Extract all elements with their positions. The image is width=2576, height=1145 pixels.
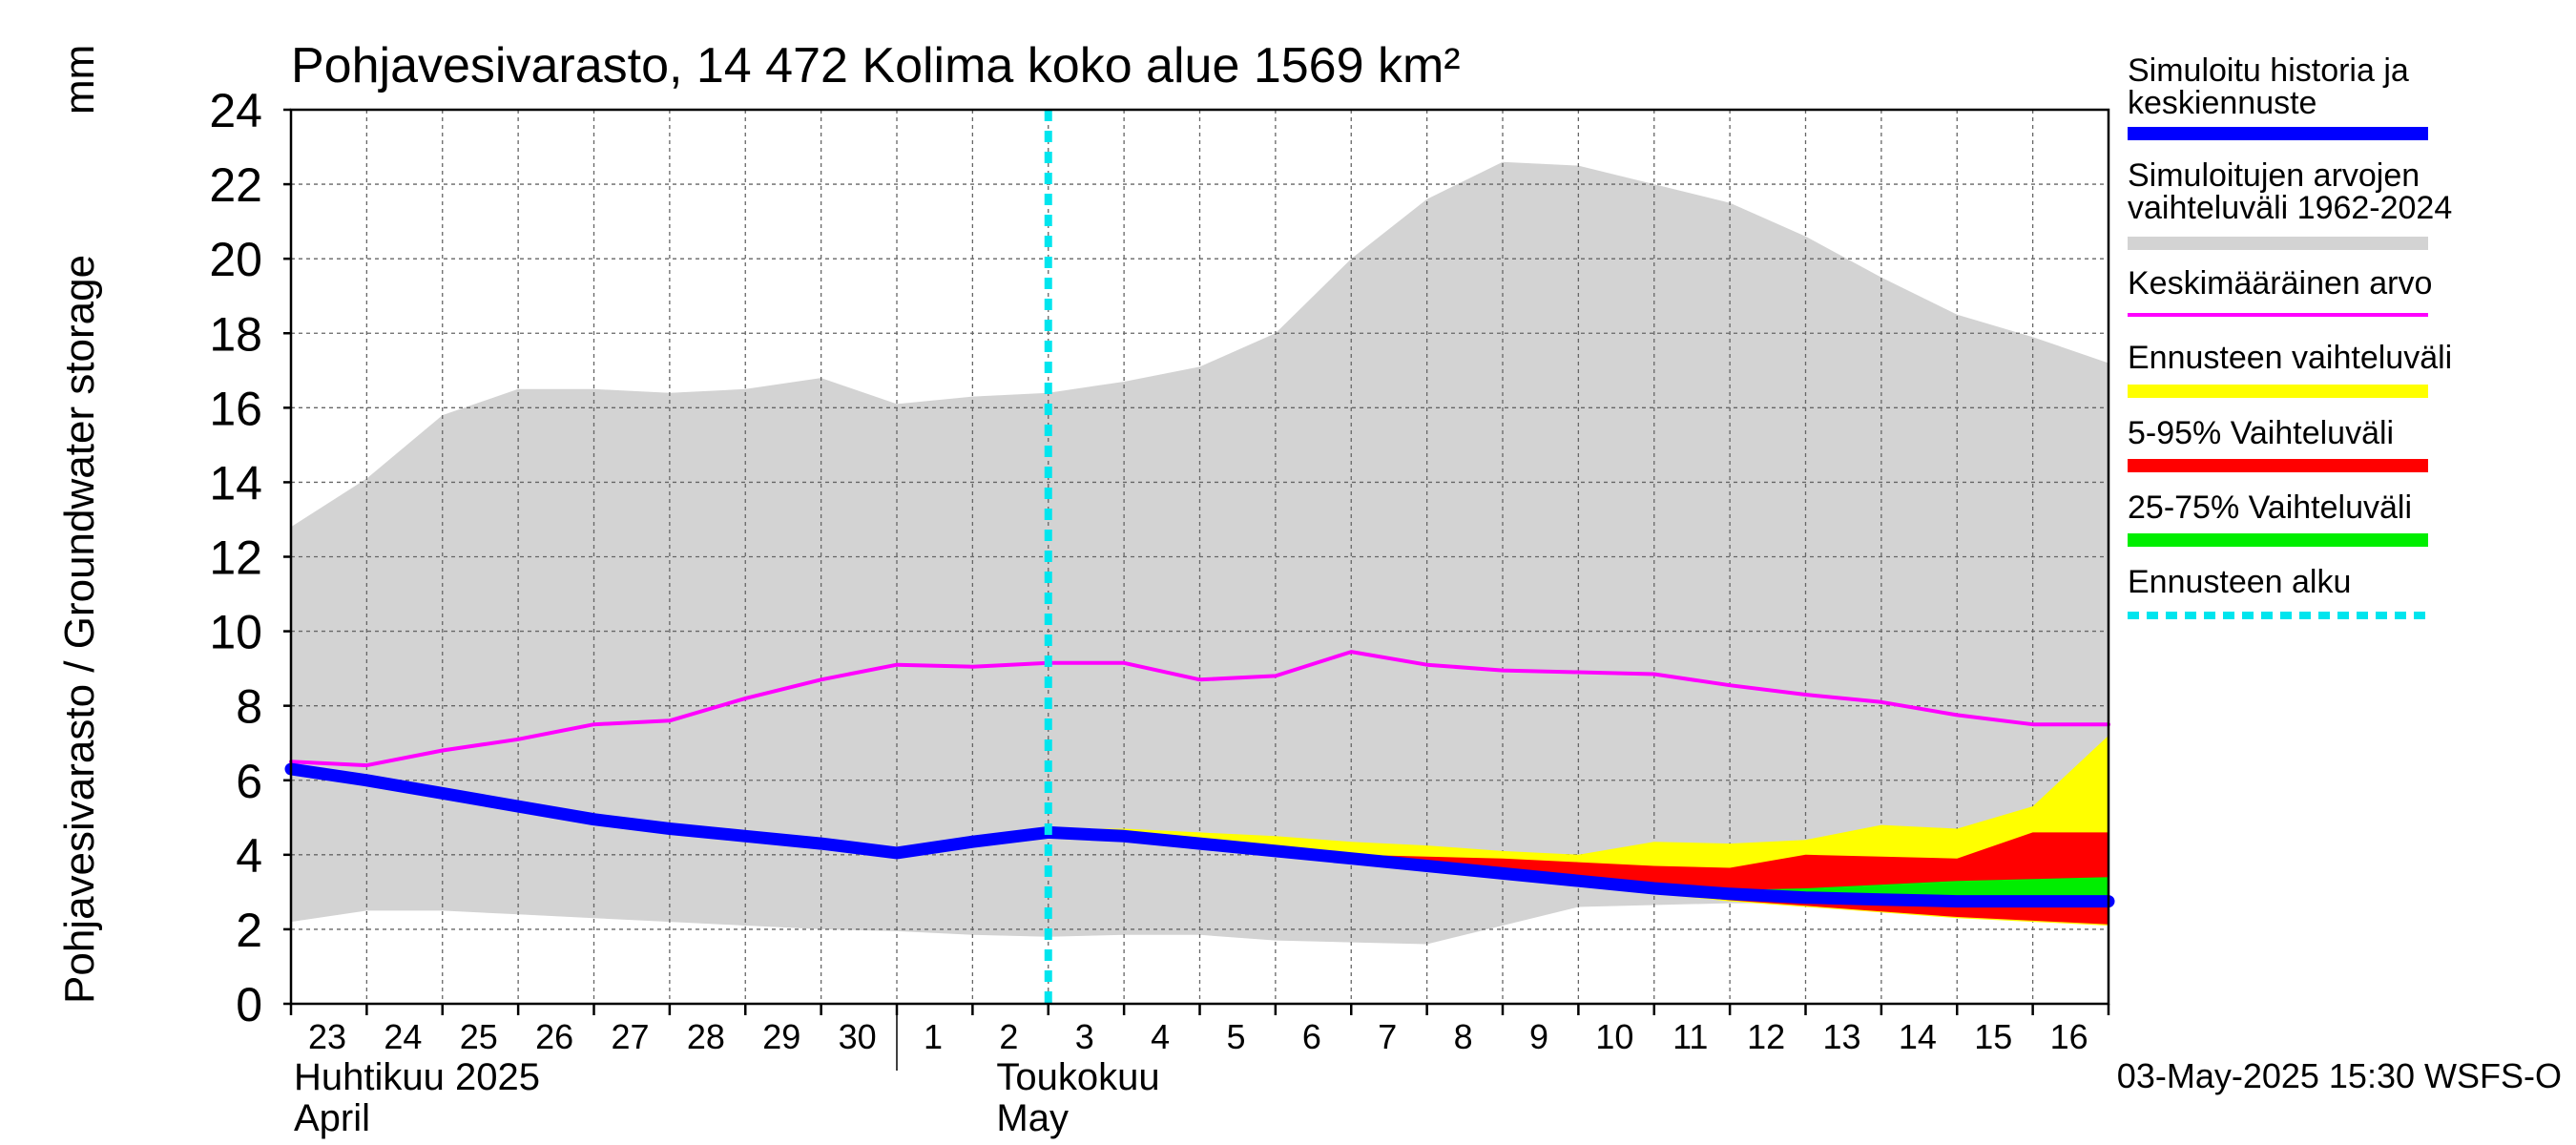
x-tick-label: 11 (1672, 1017, 1708, 1056)
x-tick-label: 8 (1454, 1017, 1473, 1056)
x-tick-label: 23 (308, 1017, 346, 1056)
y-tick-label: 14 (209, 456, 262, 510)
mean-line (289, 650, 2110, 768)
legend-label: 5-95% Vaihteluväli (2128, 415, 2394, 451)
x-tick-label: 16 (2050, 1017, 2088, 1056)
y-tick-label: 8 (236, 680, 262, 734)
x-tick-label: 7 (1378, 1017, 1397, 1056)
x-tick-label: 13 (1822, 1017, 1860, 1056)
legend-label: 25-75% Vaihteluväli (2128, 489, 2412, 526)
y-tick-label: 20 (209, 233, 262, 286)
x-tick-label: 25 (460, 1017, 498, 1056)
footer-timestamp: 03-May-2025 15:30 WSFS-O (2117, 1056, 2562, 1095)
y-tick-label: 24 (209, 84, 262, 137)
x-tick-label: 24 (384, 1017, 422, 1056)
chart-title: Pohjavesivarasto, 14 472 Kolima koko alu… (291, 38, 1461, 94)
x-tick-label: 27 (611, 1017, 649, 1056)
y-tick-label: 6 (236, 755, 262, 808)
y-tick-label: 0 (236, 978, 262, 1031)
simulated-median-line (284, 762, 2115, 908)
month-label-fi: Toukokuu (996, 1056, 1159, 1098)
x-tick-label: 3 (1075, 1017, 1094, 1056)
month-label-en: May (996, 1097, 1069, 1139)
y-tick-label: 18 (209, 307, 262, 361)
x-tick-label: 30 (839, 1017, 877, 1056)
y-axis-unit: mm (56, 45, 103, 114)
legend-label: Keskimääräinen arvo (2128, 265, 2432, 302)
x-tick-label: 1 (924, 1017, 943, 1056)
x-tick-label: 4 (1151, 1017, 1170, 1056)
y-tick-label: 16 (209, 382, 262, 435)
x-tick-label: 9 (1529, 1017, 1548, 1056)
legend-label: Simuloitu historia ja (2128, 52, 2409, 89)
x-tick-label: 29 (762, 1017, 800, 1056)
y-tick-label: 22 (209, 158, 262, 212)
y-axis-title: Pohjavesivarasto / Groundwater storage m… (56, 45, 103, 1004)
x-tick-label: 6 (1302, 1017, 1321, 1056)
y-tick-label: 4 (236, 829, 262, 883)
x-tick-label: 15 (1974, 1017, 2012, 1056)
x-tick-label: 5 (1226, 1017, 1245, 1056)
y-tick-label: 2 (236, 904, 262, 957)
month-label-en: April (294, 1097, 370, 1139)
x-tick-label: 28 (687, 1017, 725, 1056)
legend-label: Ennusteen alku (2128, 564, 2351, 600)
x-tick-label: 2 (999, 1017, 1018, 1056)
month-label-fi: Huhtikuu 2025 (294, 1056, 540, 1098)
y-axis-label: Pohjavesivarasto / Groundwater storage (56, 255, 103, 1004)
y-tick-label: 10 (209, 606, 262, 659)
x-tick-label: 10 (1595, 1017, 1633, 1056)
x-tick-label: 12 (1747, 1017, 1785, 1056)
y-tick-label: 12 (209, 531, 262, 585)
legend-label: vaihteluväli 1962-2024 (2128, 190, 2452, 226)
x-tick-label: 26 (535, 1017, 573, 1056)
x-tick-label: 14 (1899, 1017, 1937, 1056)
legend-label: keskiennuste (2128, 85, 2316, 121)
legend-label: Simuloitujen arvojen (2128, 157, 2420, 194)
legend-label: Ennusteen vaihteluväli (2128, 340, 2452, 376)
